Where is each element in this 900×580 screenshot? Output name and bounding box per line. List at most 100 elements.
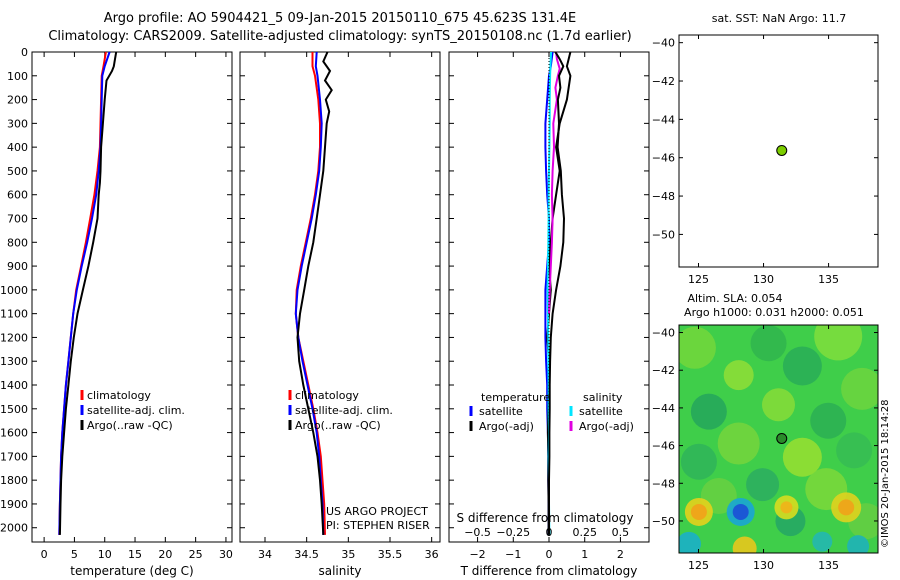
temperature-ytick-label: 400 [7,141,28,154]
temperature-ytick-label: 600 [7,189,28,202]
figure-title-line2: Climatology: CARS2009. Satellite-adjuste… [48,29,632,44]
sla-map-xtick-label: 130 [753,559,774,572]
sla-heatmap-anomaly [780,501,793,514]
temperature-ytick-label: 1800 [0,474,28,487]
sla-heatmap-blob [782,346,822,386]
temperature-ytick-label: 1200 [0,331,28,344]
temperature-legend-label: Argo(..raw -QC) [87,419,173,432]
salinity-legend-label: Argo(..raw -QC) [295,419,381,432]
sla-map-ytick-label: −50 [652,515,675,528]
temperature-xtick-label: 5 [71,548,78,561]
temperature-ytick-label: 1600 [0,427,28,440]
temperature-xtick-label: 20 [158,548,172,561]
sst-map-ytick-label: −46 [652,152,675,165]
difference-s-tick-label: −0.5 [464,526,491,539]
salinity-annotation: PI: STEPHEN RISER [326,519,430,532]
difference-s-tick-label: 0 [546,526,553,539]
temperature-ytick-label: 200 [7,94,28,107]
difference-xtick-label: 0 [546,548,553,561]
sst-map-frame [678,34,879,268]
sst-map-ytick-label: −48 [652,190,675,203]
temperature-ytick-label: 1000 [0,284,28,297]
sla-heatmap-blob [810,402,847,439]
temperature-ytick-label: 300 [7,117,28,130]
sla-heatmap-blob [782,437,822,477]
temperature-legend-label: climatology [87,389,151,402]
temperature-ytick-label: 1400 [0,379,28,392]
sla-heatmap-anomaly [847,535,870,553]
sla-heatmap-anomaly [679,531,701,553]
temperature-ytick-label: 0 [21,46,28,59]
temperature-xlabel: temperature (deg C) [70,564,193,578]
temperature-xtick-label: 15 [128,548,142,561]
difference-s-tick-label: 0.5 [612,526,630,539]
salinity-series-0 [294,52,326,535]
sst-map-title: sat. SST: NaN Argo: 11.7 [712,12,846,25]
sla-heatmap-blob [762,388,795,422]
temperature-ytick-label: 1500 [0,403,28,416]
temperature-xtick-label: 30 [219,548,233,561]
temperature-frame [31,51,233,543]
temperature-xtick-label: 10 [98,548,112,561]
difference-legend-label: satellite [579,405,623,418]
figure-title-line1: Argo profile: AO 5904421_5 09-Jan-2015 2… [103,11,577,26]
salinity-xtick-label: 36 [425,548,439,561]
sla-map-xtick-label: 125 [688,559,709,572]
difference-legend-label: Argo(-adj) [479,420,534,433]
difference-s-tick-label: 0.25 [572,526,597,539]
imos-credit: ©IMOS 20-Jan-2015 18:14:28 [880,399,891,548]
sst-map-xtick-label: 135 [818,273,839,286]
difference-s-tick-label: −0.25 [496,526,530,539]
sla-map-ytick-label: −40 [652,327,675,340]
salinity-xtick-label: 34 [258,548,272,561]
difference-xtick-label: 2 [617,548,624,561]
sla-map-xtick-label: 135 [818,559,839,572]
temperature-ytick-label: 2000 [0,522,28,535]
salinity-annotation: US ARGO PROJECT [326,505,428,518]
temperature-series-2 [58,51,118,535]
temperature-ytick-label: 500 [7,165,28,178]
plot-layer: 0 5 10 15 20 25 300100200300400500600700800900… [0,12,879,578]
sla-heatmap-blob [717,422,760,465]
salinity-xtick-label: 35.5 [378,548,403,561]
sst-map-argo-point [776,144,788,156]
sla-heatmap-blob [690,393,727,430]
temperature-ytick-label: 800 [7,236,28,249]
difference-legend-title: temperature [481,391,550,404]
temperature-ytick-label: 100 [7,70,28,83]
temperature-series-1 [58,51,111,535]
difference-xtick-label: 1 [581,548,588,561]
sla-map-ytick-label: −44 [652,402,675,415]
difference-legend-label: Argo(-adj) [579,420,634,433]
temperature-legend-label: satellite-adj. clim. [87,404,185,417]
difference-top-axis-label: S difference from climatology [457,511,634,525]
sst-map-ytick-label: −40 [652,37,675,50]
sst-map-xtick-label: 125 [688,273,709,286]
sla-heatmap-blob [746,468,780,502]
salinity-series-1 [294,51,325,535]
temperature-xtick-label: 25 [189,548,203,561]
sla-map-ytick-label: −42 [652,364,675,377]
sla-heatmap-blob [679,326,716,369]
sst-map-xtick-label: 130 [753,273,774,286]
temperature-ytick-label: 1900 [0,498,28,511]
difference-legend-label: satellite [479,405,523,418]
sst-map-ytick-label: −50 [652,228,675,241]
salinity-xlabel: salinity [318,564,361,578]
sla-heatmap [679,325,878,553]
sla-heatmap-blob [723,360,754,391]
temperature-xtick-label: 0 [41,548,48,561]
temperature-ytick-label: 900 [7,260,28,273]
salinity-xtick-label: 34.5 [294,548,319,561]
salinity-legend-label: climatology [295,389,359,402]
sla-heatmap-blob [841,367,878,410]
temperature-ytick-label: 1700 [0,450,28,463]
sla-heatmap-blob [814,325,863,361]
sla-map-title-line2: Argo h1000: 0.031 h2000: 0.051 [684,306,864,319]
difference-series-3 [548,51,561,314]
temperature-ytick-label: 1300 [0,355,28,368]
sst-map-ytick-label: −44 [652,113,675,126]
salinity-legend-label: satellite-adj. clim. [295,404,393,417]
sla-map-title-line1: Altim. SLA: 0.054 [687,292,782,305]
